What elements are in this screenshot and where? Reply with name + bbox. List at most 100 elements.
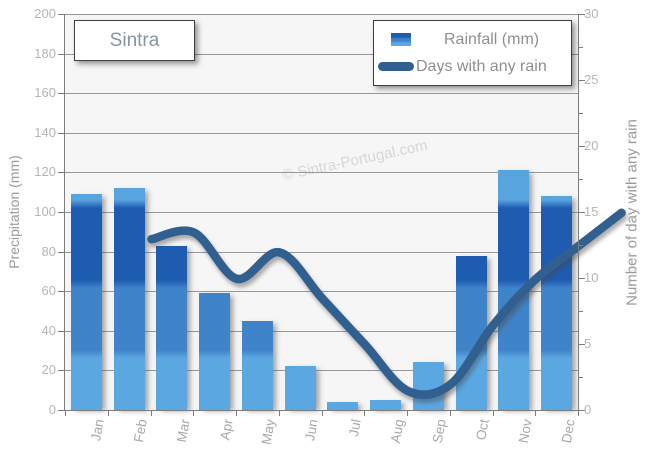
y-axis-right-tick-label: 30 bbox=[584, 6, 599, 21]
x-axis-month-label: Mar bbox=[173, 418, 193, 444]
y-axis-left-title: Precipitation (mm) bbox=[6, 155, 22, 269]
gridline bbox=[65, 370, 578, 372]
days-line-swatch-icon bbox=[378, 62, 414, 71]
bar-mar bbox=[156, 245, 188, 410]
x-axis-month-label: Nov bbox=[515, 418, 535, 445]
gridline bbox=[65, 330, 578, 332]
y-axis-right-tick-label: 10 bbox=[584, 270, 599, 285]
y-axis-right-tick bbox=[579, 344, 585, 345]
x-axis-month-label: Apr bbox=[216, 418, 236, 442]
gridline bbox=[65, 14, 578, 15]
y-axis-right-tick-label: 15 bbox=[584, 204, 599, 219]
y-axis-right-tick bbox=[579, 245, 583, 246]
y-axis-left-tick bbox=[58, 291, 64, 293]
y-axis-left-tick-label: 140 bbox=[34, 124, 56, 140]
y-axis-left-tick bbox=[58, 53, 64, 55]
y-axis-left-tick-label: 20 bbox=[41, 362, 56, 378]
days-legend-label: Days with any rain bbox=[416, 57, 547, 75]
chart-title-box: Sintra bbox=[74, 20, 195, 61]
x-axis-month-label: Sep bbox=[430, 418, 450, 445]
y-axis-right-tick bbox=[579, 278, 585, 279]
gridline bbox=[65, 93, 578, 95]
rainfall-legend-label: Rainfall (mm) bbox=[444, 30, 540, 48]
y-axis-right-tick bbox=[579, 113, 583, 114]
gridline bbox=[65, 251, 578, 253]
y-axis-left-tick-label: 120 bbox=[34, 164, 56, 180]
y-axis-left-tick-label: 100 bbox=[34, 204, 56, 219]
x-axis-month-label: Dec bbox=[558, 418, 578, 445]
y-axis-left-tick-label: 160 bbox=[34, 85, 56, 101]
bar-jan bbox=[70, 194, 102, 410]
x-axis-month-label: Feb bbox=[131, 418, 150, 444]
x-axis-line bbox=[64, 410, 579, 411]
y-axis-left-line bbox=[64, 14, 65, 411]
y-axis-right-tick bbox=[579, 212, 585, 213]
x-axis-month-label: Jun bbox=[302, 418, 321, 443]
bar-jul bbox=[327, 402, 359, 410]
bar-oct bbox=[455, 255, 487, 410]
x-axis-tick bbox=[278, 411, 280, 416]
days-with-rain-line bbox=[147, 208, 626, 399]
y-axis-left-tick bbox=[58, 410, 64, 411]
y-axis-right-tick bbox=[579, 311, 583, 312]
y-axis-right-tick-label: 25 bbox=[584, 72, 599, 87]
y-axis-left-tick bbox=[58, 251, 64, 253]
y-axis-right-line bbox=[578, 14, 579, 411]
y-axis-left-tick bbox=[58, 330, 64, 332]
y-axis-left-tick bbox=[58, 14, 64, 15]
bar-may bbox=[241, 320, 273, 410]
x-axis-tick bbox=[578, 411, 579, 416]
y-axis-left-tick bbox=[58, 93, 64, 95]
y-axis-right-tick-label: 5 bbox=[584, 336, 592, 351]
legend-row-days: Days with any rain bbox=[374, 57, 571, 77]
y-axis-left-tick-label: 40 bbox=[41, 322, 56, 338]
x-axis-month-label: May bbox=[258, 418, 279, 446]
y-axis-left-tick bbox=[58, 132, 64, 134]
bar-sep bbox=[412, 362, 444, 410]
y-axis-left-tick-label: 80 bbox=[41, 243, 56, 259]
x-axis-tick bbox=[364, 411, 366, 416]
y-axis-left-tick bbox=[58, 172, 64, 174]
gridline bbox=[65, 212, 578, 213]
y-axis-right-tick-label: 20 bbox=[584, 138, 599, 153]
x-axis-tick bbox=[492, 411, 494, 416]
y-axis-right-tick bbox=[579, 47, 583, 48]
y-axis-left-tick-label: 200 bbox=[34, 6, 56, 21]
y-axis-right-tick bbox=[579, 410, 585, 411]
bar-dec bbox=[541, 196, 573, 410]
x-axis-tick bbox=[321, 411, 323, 416]
x-axis-tick bbox=[150, 411, 152, 416]
x-axis-month-label: Jul bbox=[345, 418, 364, 438]
chart-title: Sintra bbox=[109, 29, 160, 51]
gridline bbox=[65, 172, 578, 174]
y-axis-left-tick-label: 180 bbox=[34, 45, 56, 61]
x-axis-tick bbox=[65, 411, 66, 416]
y-axis-right-tick bbox=[579, 14, 585, 15]
y-axis-right-tick bbox=[579, 179, 583, 180]
y-axis-right-tick bbox=[579, 377, 583, 378]
days-line-path bbox=[147, 208, 626, 399]
y-axis-right-tick bbox=[579, 146, 585, 147]
x-axis-month-label: Aug bbox=[387, 418, 407, 445]
x-axis-tick bbox=[236, 411, 237, 416]
x-axis-tick bbox=[193, 411, 195, 416]
y-axis-left-tick-label: 0 bbox=[48, 402, 56, 417]
gridline bbox=[65, 132, 578, 134]
gridline bbox=[65, 53, 578, 55]
bar-jun bbox=[284, 366, 316, 410]
x-axis-tick bbox=[107, 411, 109, 416]
y-axis-left-tick-label: 60 bbox=[41, 283, 56, 299]
y-axis-right-title: Number of day with any rain bbox=[623, 119, 641, 306]
bar-apr bbox=[199, 293, 231, 410]
y-axis-right-tick bbox=[579, 80, 585, 81]
y-axis-left-tick bbox=[58, 212, 64, 213]
bar-aug bbox=[370, 400, 402, 410]
x-axis-tick bbox=[535, 411, 537, 416]
rainfall-swatch-icon bbox=[391, 33, 411, 46]
x-axis-month-label: Oct bbox=[473, 418, 492, 442]
legend-row-rainfall: Rainfall (mm) bbox=[374, 30, 571, 50]
x-axis-month-label: Jan bbox=[88, 418, 108, 443]
y-axis-left-tick bbox=[58, 370, 64, 372]
x-axis-tick bbox=[449, 411, 451, 416]
